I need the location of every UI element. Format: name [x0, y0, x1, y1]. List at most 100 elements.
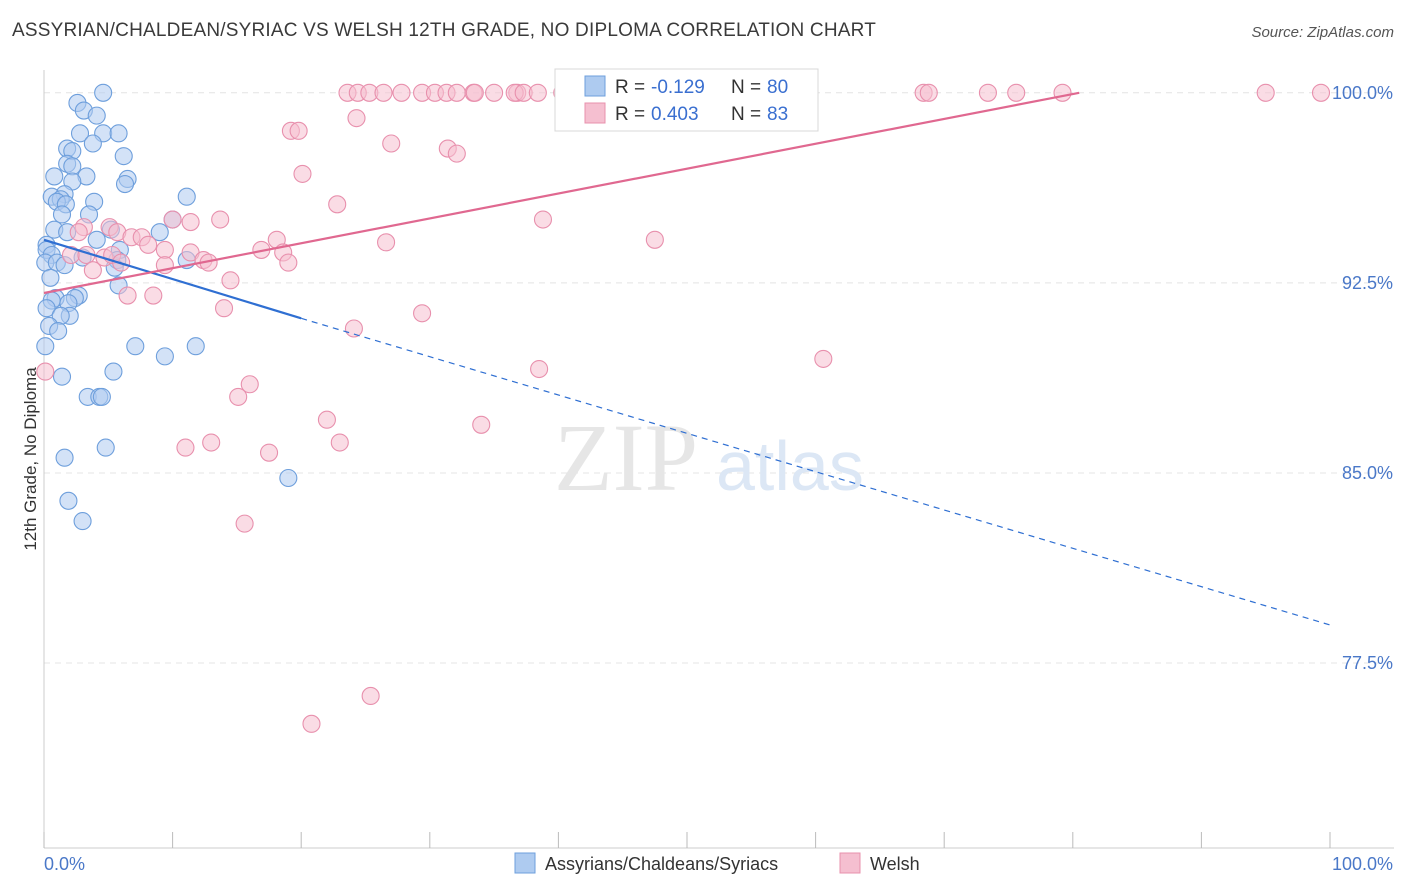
y-tick-label: 85.0%	[1342, 463, 1393, 483]
pink-point	[118, 286, 137, 305]
pink-point	[330, 433, 349, 452]
pink-point	[347, 109, 366, 128]
legend-r-value-pink: 0.403	[651, 104, 699, 125]
pink-point	[289, 121, 308, 140]
pink-point	[36, 362, 55, 381]
blue-point	[114, 147, 133, 166]
pink-point	[485, 83, 504, 102]
trend-layer	[43, 91, 1331, 626]
y-tick-layer: 100.0% 92.5% 85.0% 77.5%	[1332, 83, 1393, 673]
chart-title: ASSYRIAN/CHALDEAN/SYRIAC VS WELSH 12TH G…	[12, 20, 877, 41]
blue-point	[87, 106, 106, 125]
blue-point	[59, 491, 78, 510]
blue-point	[92, 387, 111, 406]
pink-point	[1311, 83, 1331, 102]
pink-point	[382, 134, 401, 153]
blue-point	[279, 468, 298, 488]
blue-point	[87, 230, 106, 249]
pink-point	[533, 210, 553, 229]
legend-n-label-pink: N =	[731, 104, 761, 125]
blue-point	[41, 268, 60, 287]
pink-point	[293, 164, 312, 183]
bottom-legend: Assyrians/Chaldeans/Syriacs Welsh	[514, 852, 920, 874]
pink-point	[211, 210, 230, 229]
pink-point	[240, 375, 259, 394]
blue-point	[37, 299, 56, 318]
blue-point	[150, 223, 169, 242]
bottom-legend-label-pink: Welsh	[870, 854, 920, 874]
pink-point	[1256, 83, 1275, 102]
pink-point	[163, 210, 182, 229]
chart-source: Source: ZipAtlas.com	[1251, 24, 1394, 41]
pink-point	[1053, 83, 1072, 102]
legend-box: R = -0.129 N = 80 R = 0.403 N = 83	[554, 68, 819, 132]
y-tick-label: 100.0%	[1332, 83, 1393, 103]
legend-n-value-blue: 80	[767, 77, 788, 98]
legend-n-value-pink: 83	[767, 104, 788, 125]
pink-point	[181, 213, 200, 232]
pink-point	[374, 83, 393, 102]
blue-point	[109, 124, 128, 143]
blue-point	[115, 174, 135, 194]
legend-n-label-blue: N =	[731, 77, 761, 98]
pink-point	[472, 415, 491, 434]
legend-r-value-blue: -0.129	[651, 77, 705, 98]
legend-r-label-blue: R =	[615, 77, 645, 98]
pink-point	[645, 230, 664, 249]
pink-point	[919, 83, 938, 102]
blue-point	[96, 438, 115, 457]
pink-point	[1007, 83, 1026, 102]
blue-point	[177, 187, 196, 206]
pink-point	[978, 83, 997, 102]
pink-point	[221, 271, 240, 290]
pink-point	[344, 319, 363, 338]
pink-point	[214, 299, 234, 318]
blue-trend-extension	[301, 317, 1331, 626]
pink-point	[302, 714, 321, 733]
blue-point	[49, 321, 68, 341]
legend-swatch-pink	[584, 102, 606, 124]
pink-point	[814, 349, 833, 368]
pink-point	[235, 514, 254, 533]
blue-point	[126, 337, 145, 356]
blue-point	[52, 205, 72, 224]
x-tick-label-min: 0.0%	[44, 854, 85, 874]
blue-point	[94, 83, 113, 102]
blue-point	[155, 347, 174, 366]
blue-point	[73, 512, 92, 531]
legend-r-label-pink: R =	[615, 104, 645, 125]
bottom-legend-swatch-pink	[839, 852, 861, 874]
pink-point	[69, 223, 88, 242]
blue-trend-line	[43, 238, 302, 320]
pink-point	[392, 83, 411, 102]
pink-point	[279, 253, 298, 272]
pink-point	[176, 438, 195, 457]
pink-point	[317, 410, 336, 429]
pink-point	[361, 686, 380, 705]
blue-point	[52, 367, 72, 386]
pink-trend-line	[43, 91, 1080, 295]
pink-point	[83, 261, 102, 280]
blue-point	[55, 448, 74, 467]
pink-point	[465, 83, 484, 102]
blue-point	[83, 134, 102, 153]
pink-point	[530, 359, 549, 379]
pink-point	[229, 387, 248, 406]
blue-point	[70, 124, 90, 143]
watermark-zip: ZIP	[554, 404, 698, 511]
y-tick-label: 77.5%	[1342, 653, 1393, 673]
pink-point	[155, 240, 174, 259]
x-tick-label-max: 100.0%	[1332, 854, 1393, 874]
legend-swatch-blue	[584, 75, 606, 97]
blue-point	[63, 157, 82, 176]
bottom-legend-label-blue: Assyrians/Chaldeans/Syriacs	[545, 854, 778, 874]
blue-point	[45, 167, 64, 186]
bottom-legend-swatch-blue	[514, 852, 536, 874]
pink-point	[447, 83, 466, 102]
pink-point	[328, 195, 347, 214]
pink-point	[528, 83, 547, 102]
watermark-atlas: atlas	[716, 427, 864, 505]
pink-point	[139, 235, 158, 254]
blue-point	[104, 362, 123, 381]
